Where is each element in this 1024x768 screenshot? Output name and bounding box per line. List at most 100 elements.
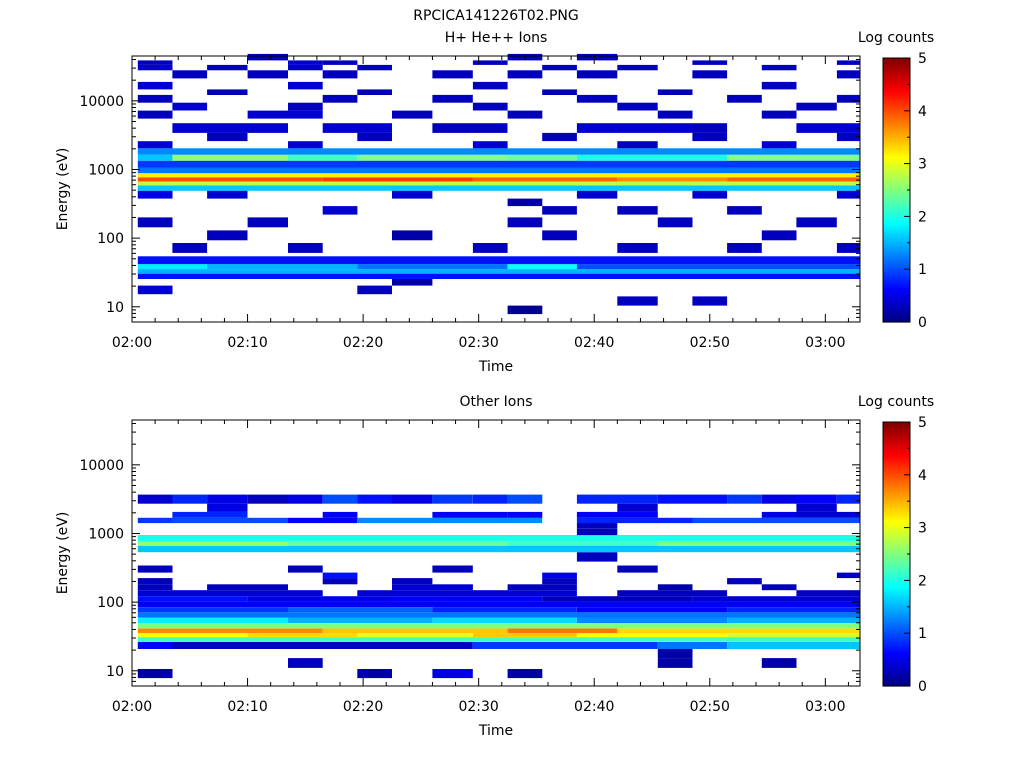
colorbar-segment — [883, 182, 910, 186]
heatmap-cell — [322, 94, 358, 103]
x-tick-label: 02:40 — [574, 335, 614, 351]
x-ticks — [131, 420, 849, 686]
colorbar-segment — [883, 427, 910, 431]
colorbar-segment — [883, 242, 910, 247]
heatmap-cell — [322, 60, 358, 65]
heatmap-cell — [172, 641, 473, 649]
colorbar-tick-label: 3 — [918, 157, 927, 173]
colorbar-segment — [883, 672, 910, 677]
colorbar-segment — [883, 219, 910, 223]
heatmap-cell — [432, 607, 577, 613]
panel-title: H+ He++ Ions — [445, 30, 548, 46]
heatmap-cell — [432, 494, 473, 504]
heatmap-cell — [357, 264, 508, 270]
heatmap-cell — [172, 243, 208, 253]
heatmap-cell — [727, 641, 860, 649]
heatmap-cell — [137, 612, 861, 618]
heatmap-cell — [727, 607, 860, 613]
colorbar-segment — [883, 68, 910, 72]
colorbar-segment — [883, 84, 910, 88]
colorbar-segment — [883, 166, 910, 170]
colorbar-segment — [883, 472, 910, 476]
colorbar-segment — [883, 137, 910, 141]
x-tick-label: 02:50 — [690, 699, 730, 715]
colorbar-segment — [883, 279, 910, 283]
heatmap-cell — [761, 494, 797, 504]
heatmap-cell — [207, 190, 248, 199]
colorbar-segment — [883, 480, 910, 484]
heatmap-cell — [137, 256, 861, 265]
colorbar-segment — [883, 598, 910, 603]
heatmap-cell — [657, 658, 693, 668]
heatmap-cell — [657, 110, 693, 119]
heatmap-cell — [357, 669, 392, 679]
colorbar-segment — [883, 498, 910, 502]
colorbar-segment — [883, 234, 910, 239]
colorbar-segment — [883, 620, 910, 624]
colorbar-segment — [883, 65, 910, 70]
heatmap-cell — [836, 243, 860, 253]
heatmap-cell — [137, 64, 173, 71]
heatmap-cell — [836, 70, 860, 79]
colorbar-segment — [883, 458, 910, 463]
y-ticks — [132, 423, 860, 687]
colorbar-segment — [883, 124, 910, 128]
heatmap-cell — [137, 217, 173, 228]
heatmap-cell — [576, 607, 728, 613]
colorbar-segment — [883, 604, 910, 608]
colorbar-segment — [883, 105, 910, 109]
colorbar-segment — [883, 213, 910, 217]
colorbar-segment — [883, 271, 910, 276]
heatmap-cell — [796, 123, 860, 133]
colorbar-segment — [883, 118, 910, 122]
colorbar-segment — [883, 451, 910, 455]
heatmap-cell — [137, 596, 248, 602]
heatmap-cell — [137, 81, 173, 90]
colorbar-segment — [883, 678, 910, 682]
heatmap-cell — [322, 578, 358, 585]
heatmap-cell — [247, 596, 392, 602]
y-tick-label: 1000 — [88, 162, 124, 178]
colorbar-segment — [883, 71, 910, 75]
x-tick-label: 02:20 — [343, 699, 383, 715]
heatmap-cell — [137, 617, 288, 623]
colorbar-segment — [883, 274, 910, 278]
heatmap-cell — [288, 607, 433, 613]
heatmap-cell — [322, 628, 508, 634]
heatmap-cell — [657, 584, 693, 591]
heatmap-cell — [322, 177, 473, 182]
heatmap-cell — [432, 617, 577, 623]
colorbar-segment — [883, 245, 910, 249]
colorbar-segment — [883, 287, 910, 291]
colorbar-segment — [883, 601, 910, 605]
heatmap-cell — [172, 102, 208, 111]
colorbar-segment — [883, 113, 910, 117]
x-tick-label: 02:00 — [112, 335, 152, 351]
heatmap-cell — [432, 123, 508, 133]
heatmap-cell — [137, 628, 323, 634]
colorbar-segment — [883, 424, 910, 428]
heatmap-cell — [322, 511, 358, 518]
colorbar-segment — [883, 147, 910, 151]
heatmap-cell — [137, 584, 173, 591]
heatmap-cell — [617, 590, 728, 597]
colorbar-segment — [883, 466, 910, 471]
y-axis-label: Energy (eV) — [55, 148, 71, 231]
colorbar-segment — [883, 543, 910, 547]
colorbar-segment — [883, 538, 910, 542]
heatmap-cell — [137, 177, 323, 182]
colorbar-segment — [883, 200, 910, 204]
heatmap-cell — [392, 279, 433, 286]
colorbar-segment — [883, 667, 910, 671]
heatmap-cell — [137, 517, 173, 524]
heatmap-cell — [576, 617, 728, 623]
colorbar-tick-label: 5 — [918, 51, 927, 67]
colorbar-segment — [883, 110, 910, 115]
colorbar-segment — [883, 527, 910, 531]
colorbar-segment — [883, 445, 910, 449]
heatmap-cell — [472, 641, 658, 649]
colorbar-segment — [883, 256, 910, 260]
heatmap-cell — [207, 494, 248, 504]
colorbar-segment — [883, 290, 910, 294]
